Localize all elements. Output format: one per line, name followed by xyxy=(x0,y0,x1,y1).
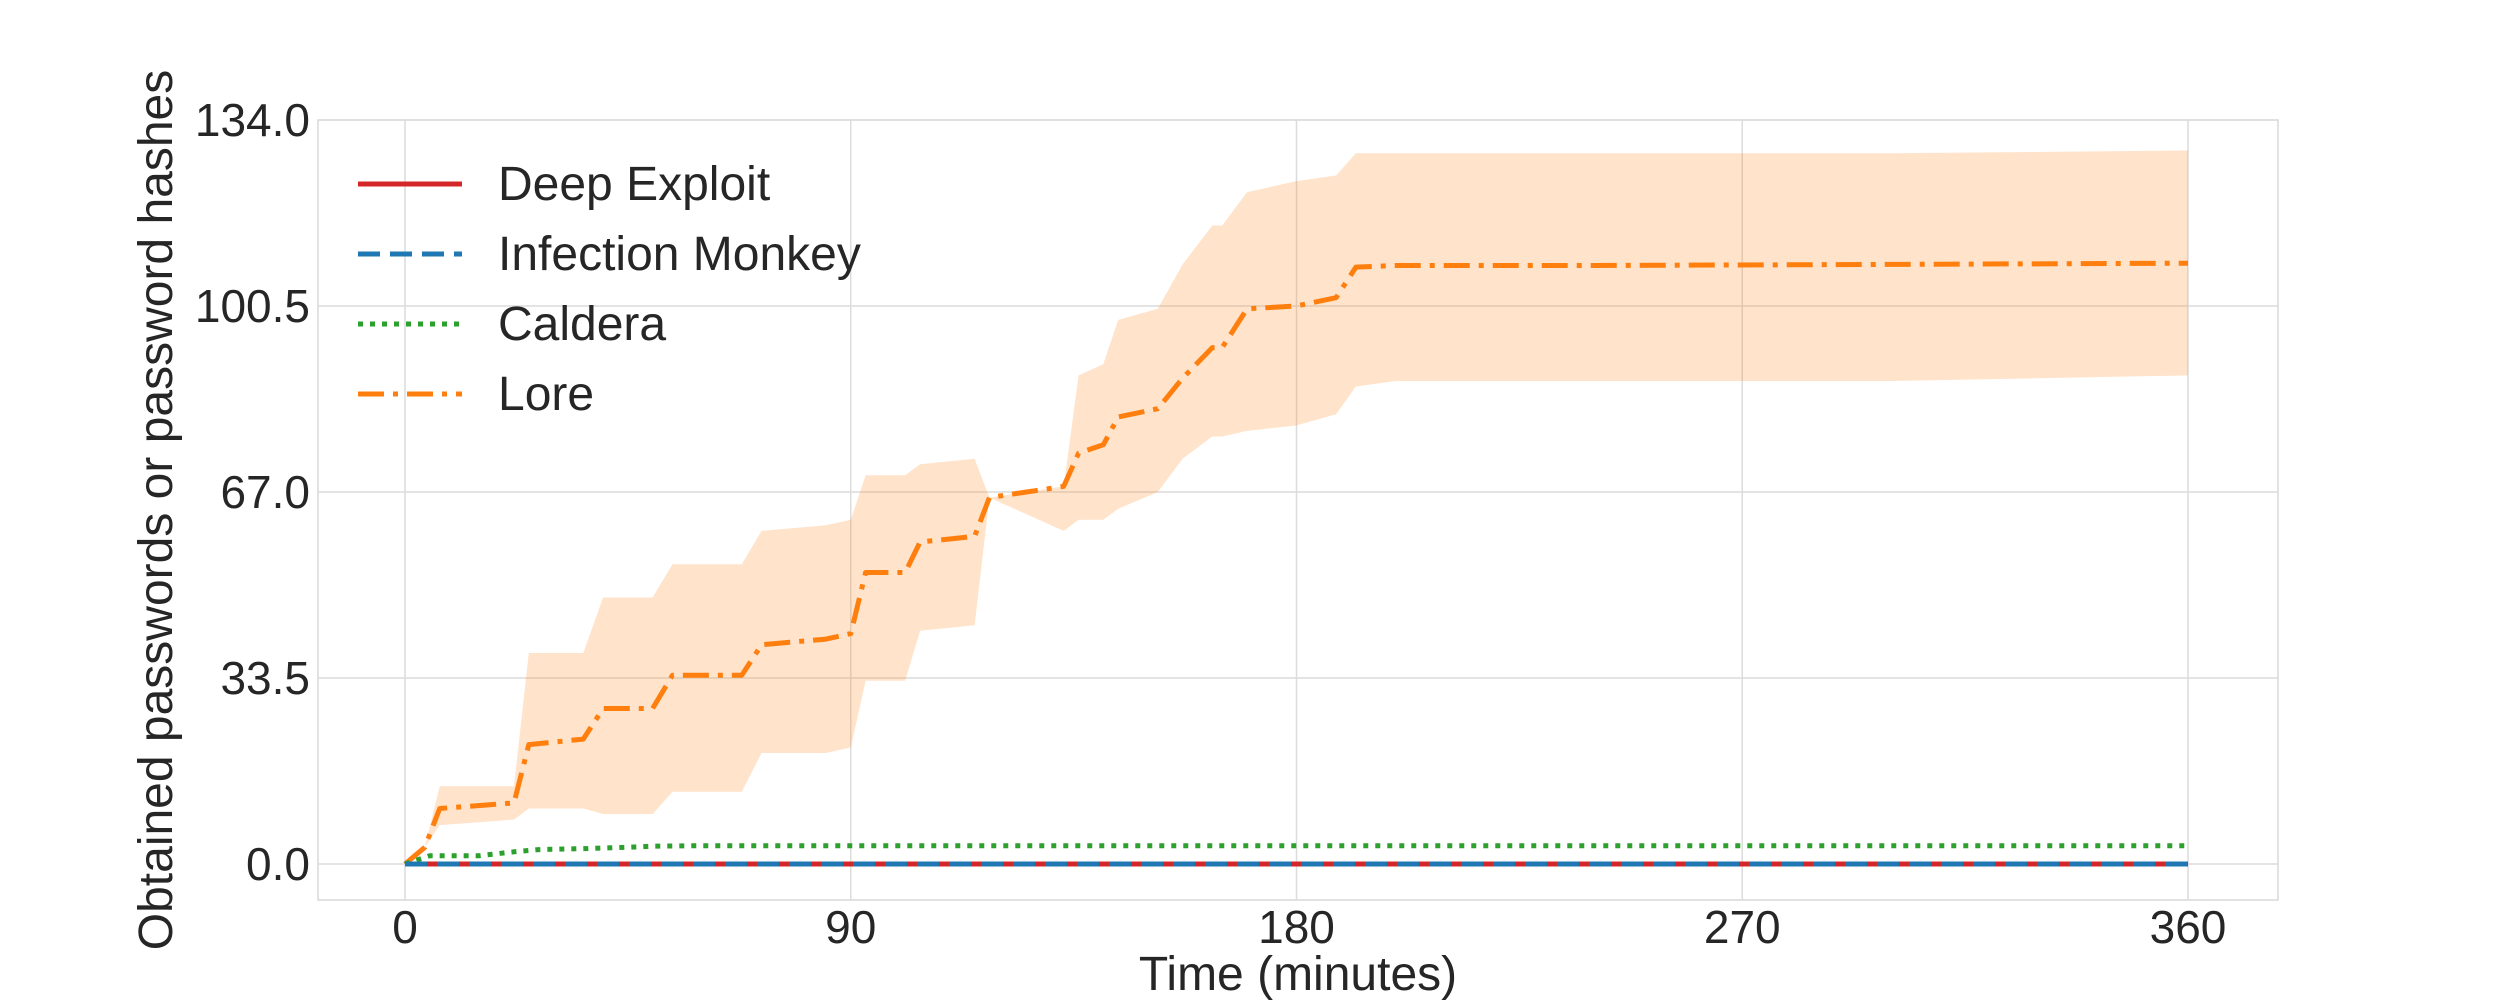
plot-frame xyxy=(317,119,2279,901)
legend-label: Caldera xyxy=(498,298,666,351)
series-line-lore xyxy=(403,260,2189,866)
y-tick-label: 134.0 xyxy=(195,94,310,146)
x-tick-label: 360 xyxy=(2150,901,2227,953)
series-lines xyxy=(403,260,2189,867)
y-tick-label: 100.5 xyxy=(195,280,310,332)
y-tick-labels: 0.0 33.5 67.0 100.5 134.0 xyxy=(195,94,310,890)
legend: Deep Exploit Infection Monkey Caldera Lore xyxy=(358,158,861,421)
confidence-bands xyxy=(405,150,2188,864)
x-tick-label: 270 xyxy=(1704,901,1781,953)
band-lore xyxy=(405,150,2188,864)
x-tick-label: 0 xyxy=(392,901,418,953)
x-axis-label: Time (minutes) xyxy=(1139,948,1457,1000)
grid-vertical xyxy=(404,120,2189,900)
y-tick-label: 33.5 xyxy=(220,652,310,704)
y-tick-label: 0.0 xyxy=(246,838,310,890)
legend-label: Deep Exploit xyxy=(498,158,770,211)
legend-label: Lore xyxy=(498,368,594,421)
x-tick-labels: 0 90 180 270 360 xyxy=(392,901,2226,953)
y-axis-label: Obtained passwords or password hashes xyxy=(130,70,183,950)
y-tick-label: 67.0 xyxy=(220,466,310,518)
legend-label: Infection Monkey xyxy=(498,228,861,281)
series-line-caldera xyxy=(404,843,2188,867)
x-tick-label: 90 xyxy=(825,901,876,953)
x-tick-label: 180 xyxy=(1258,901,1335,953)
